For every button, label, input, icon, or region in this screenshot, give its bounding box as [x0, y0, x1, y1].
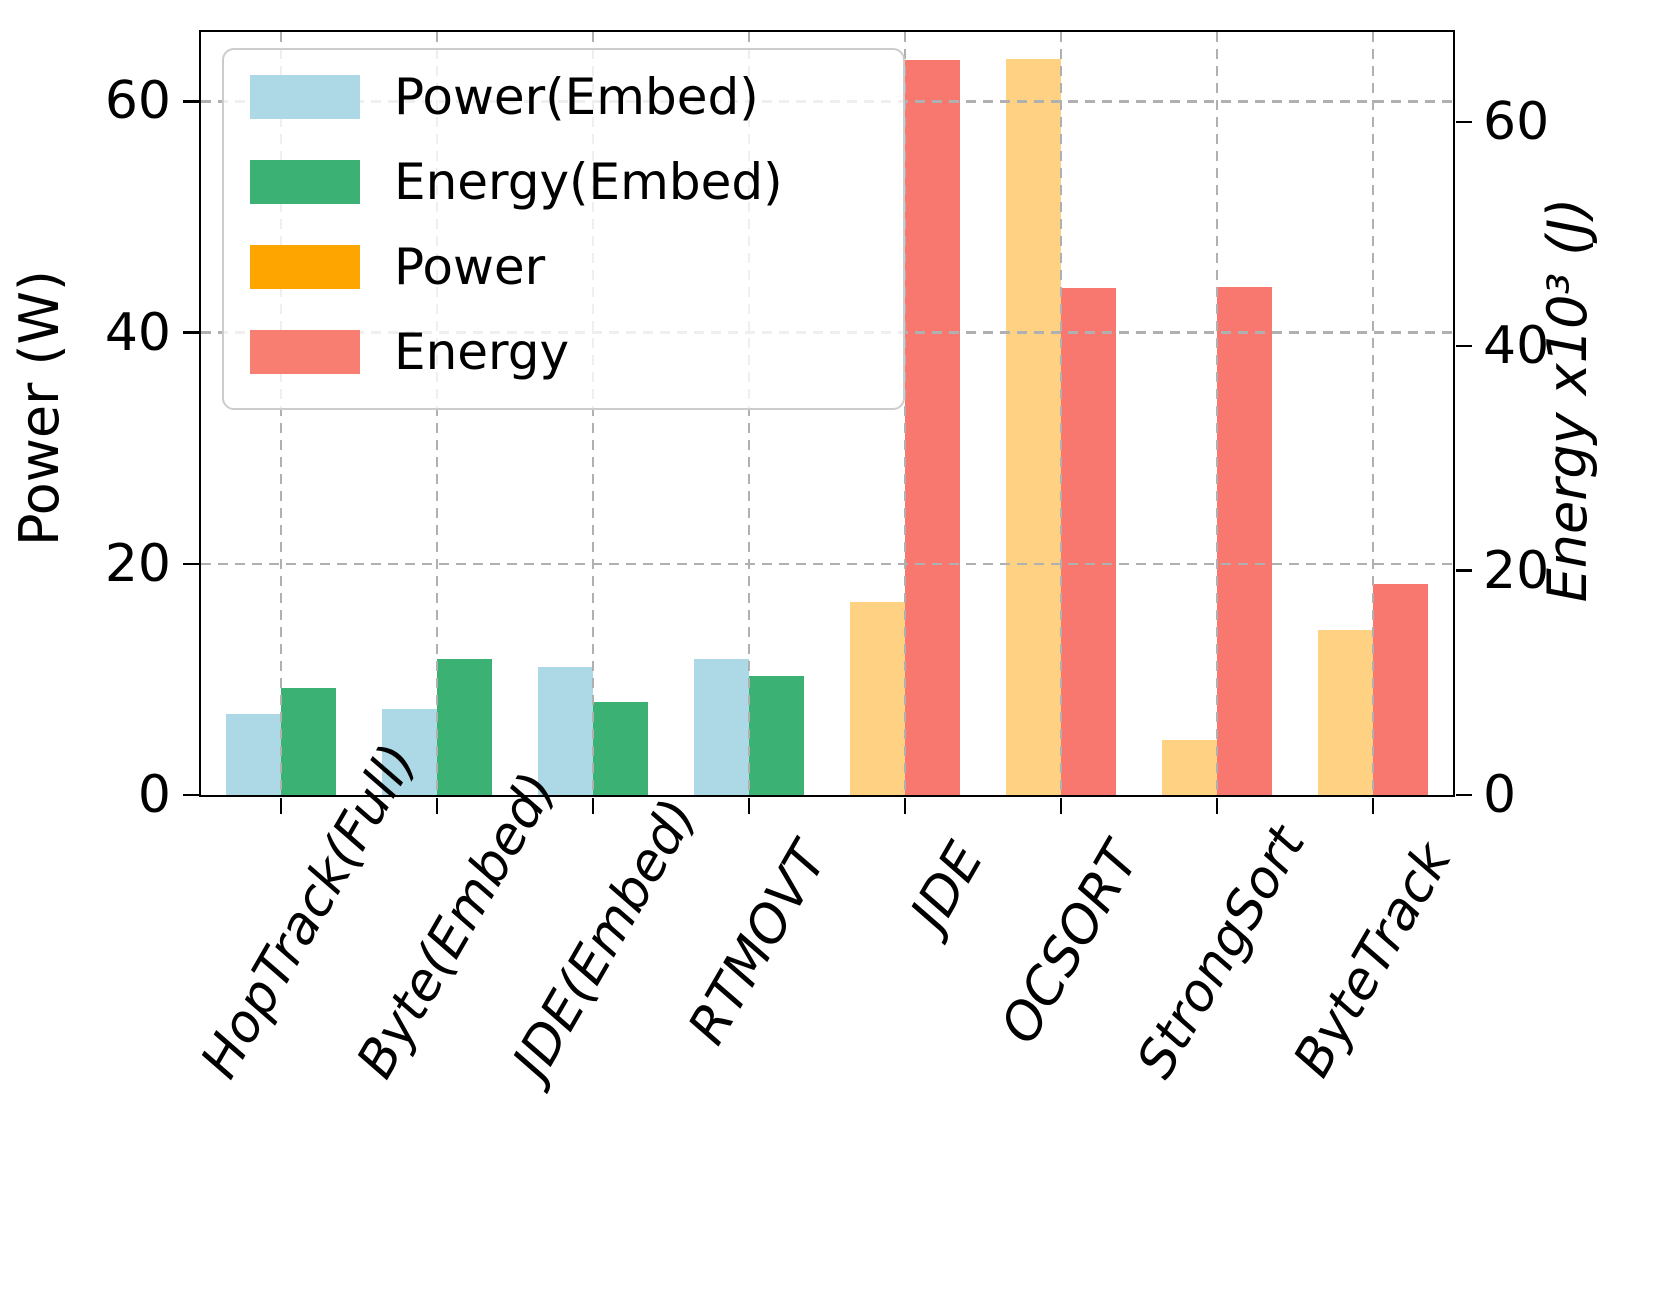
- legend-item: Energy(Embed): [250, 153, 783, 211]
- legend-label: Energy: [394, 323, 570, 381]
- right-axis-tick: [1455, 793, 1472, 797]
- right-axis-tick-label: 60: [1483, 91, 1550, 152]
- x-axis-tick-label: JDE(Embed): [501, 789, 709, 1089]
- x-axis-tick: [279, 797, 283, 814]
- gridline-vertical: [1215, 32, 1219, 795]
- legend-label: Energy(Embed): [394, 153, 783, 211]
- bar-power: [849, 601, 905, 795]
- left-axis-tick: [182, 793, 199, 797]
- plot-area: 0 20 40 60 0 20 40 60 HopTrack(Full) Byte(Embed) J…: [105, 30, 1549, 1088]
- bar-power-embed: [381, 709, 437, 795]
- x-axis-tick: [1059, 797, 1063, 814]
- left-axis-title: Power (W): [8, 270, 71, 546]
- bar-energy: [904, 60, 960, 795]
- right-axis-tick: [1455, 569, 1472, 572]
- legend-swatch-3: [250, 245, 360, 289]
- x-axis-tick-label: StrongSort: [1125, 816, 1317, 1089]
- x-axis-tick: [1215, 797, 1219, 814]
- right-axis-title: Energy x10³ (J): [1536, 197, 1599, 603]
- left-axis-tick: [182, 562, 199, 566]
- left-axis-tick-label: 0: [137, 765, 171, 825]
- legend-item: Power(Embed): [250, 68, 759, 126]
- legend-swatch-4: [250, 330, 360, 374]
- gridline-vertical: [435, 32, 439, 795]
- gridline-vertical: [903, 32, 907, 795]
- left-axis-tick: [182, 331, 199, 334]
- x-axis-tick: [591, 797, 595, 814]
- right-axis-tick: [1455, 344, 1472, 348]
- x-axis-tick: [747, 797, 751, 814]
- bar-power: [1317, 629, 1373, 795]
- x-axis-tick: [435, 797, 439, 814]
- right-axis-tick-label: 0: [1483, 765, 1517, 825]
- legend: Power(Embed) Energy(Embed) Power Energy: [222, 48, 905, 410]
- x-axis-tick-label: Byte(Embed): [345, 762, 568, 1089]
- bar-energy-embed: [748, 676, 804, 795]
- legend-item: Power: [250, 238, 546, 296]
- legend-label: Power: [394, 238, 546, 296]
- left-axis-tick-label: 40: [104, 302, 171, 363]
- right-axis-tick-label: 20: [1483, 540, 1550, 601]
- x-axis-tick: [1371, 797, 1375, 814]
- x-axis-tick-label: HopTrack(Full): [189, 734, 429, 1089]
- x-axis-tick: [903, 797, 907, 814]
- right-axis-tick-label: 40: [1483, 316, 1550, 377]
- gridline-vertical: [1059, 32, 1063, 795]
- legend-item: Energy: [250, 323, 570, 381]
- bar-energy: [1372, 584, 1428, 795]
- x-axis-tick-label: RTMOVT: [676, 833, 840, 1055]
- gridline-vertical: [279, 32, 283, 795]
- x-axis-tick-label: JDE: [899, 833, 996, 940]
- bar-power-embed: [226, 714, 281, 795]
- left-axis-tick-label: 20: [104, 533, 171, 594]
- x-axis-tick-label: OCSORT: [989, 833, 1152, 1054]
- bar-power: [1161, 739, 1217, 795]
- bar-energy-embed: [592, 701, 648, 795]
- legend-label: Power(Embed): [394, 68, 759, 126]
- bar-energy: [1060, 287, 1116, 795]
- legend-swatch-2: [250, 160, 360, 204]
- bar-energy: [1216, 286, 1272, 795]
- gridline-horizontal: [201, 562, 1453, 566]
- bar-power-embed: [537, 666, 593, 795]
- legend-swatch-1: [250, 75, 360, 119]
- gridline-vertical: [591, 32, 595, 795]
- bar-energy-embed: [436, 659, 492, 795]
- x-axis-tick-label: ByteTrack: [1282, 833, 1464, 1087]
- bar-power-embed: [693, 658, 749, 795]
- gridline-vertical: [747, 32, 751, 795]
- right-axis-tick: [1455, 120, 1472, 123]
- bar-power: [1005, 58, 1061, 795]
- bar-energy-embed: [281, 688, 336, 795]
- left-axis-tick-label: 60: [104, 71, 171, 132]
- left-axis-tick: [182, 100, 199, 103]
- gridline-vertical: [1371, 32, 1375, 795]
